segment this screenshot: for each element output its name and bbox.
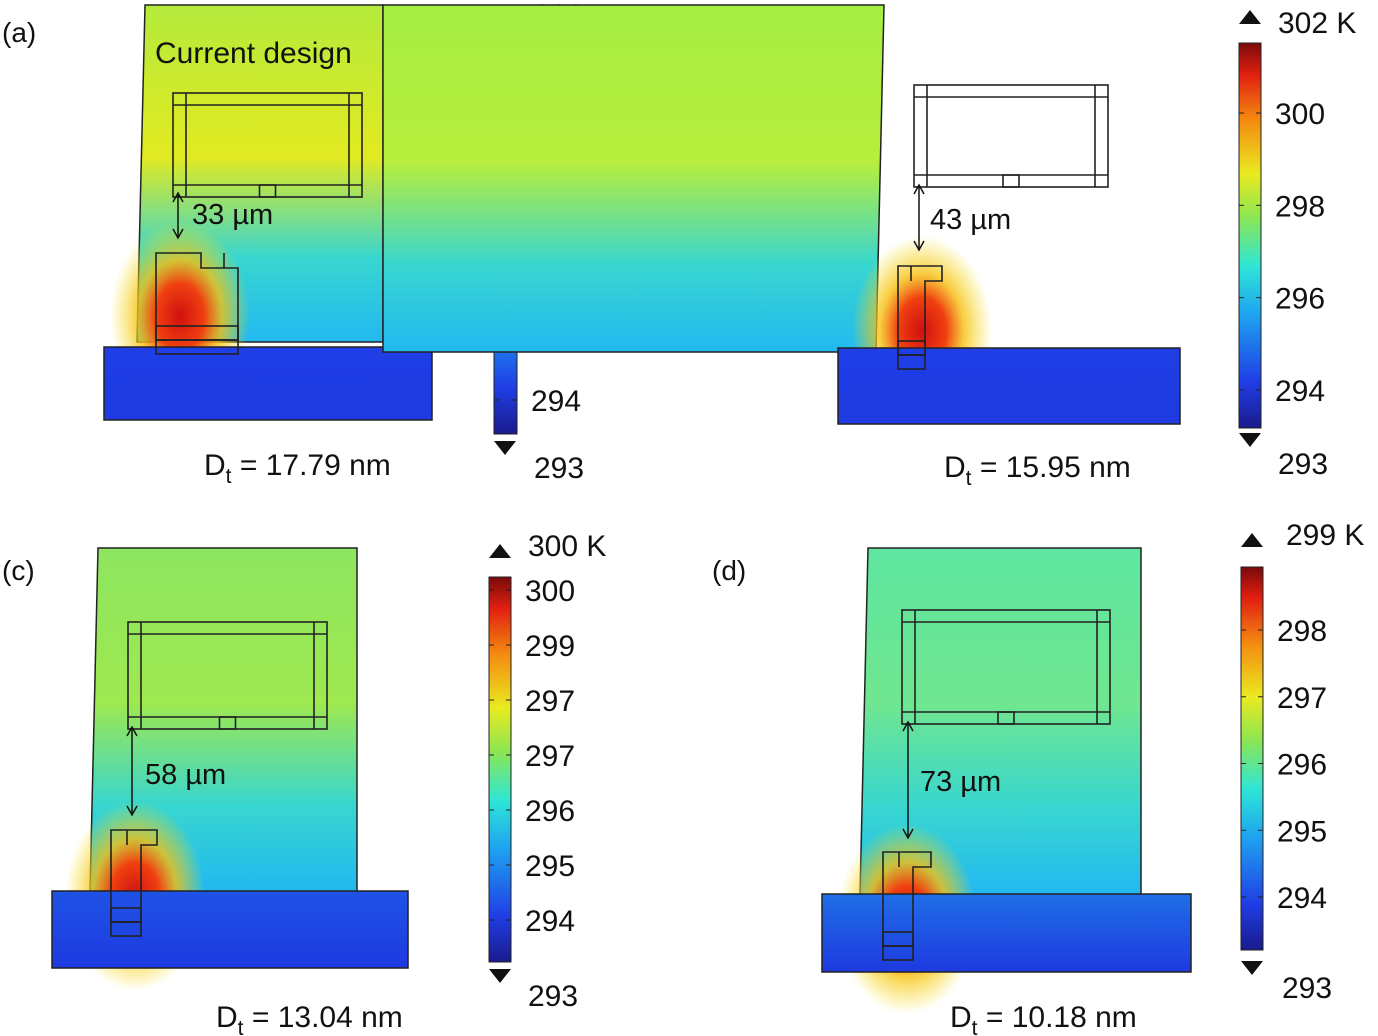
colorbar-max-label: 299 K bbox=[1286, 519, 1364, 552]
colorbar bbox=[1240, 566, 1264, 951]
colorbar-tick-label: 297 bbox=[525, 740, 575, 773]
colorbar-max-label: 302 K bbox=[1278, 7, 1356, 40]
panel-letter: (a) bbox=[2, 17, 36, 48]
colorbar-tick-label: 297 bbox=[1277, 682, 1327, 715]
colorbar-tick-label: 296 bbox=[1275, 283, 1325, 316]
dt-label: Dt = 10.18 nm bbox=[950, 1001, 1137, 1036]
colorbar bbox=[488, 576, 512, 963]
colorbar-tick-label: 295 bbox=[525, 850, 575, 883]
panel-c: (c) 58 µm Dt = 13.04 nm 300 K 293 300 299 297 29… bbox=[2, 530, 606, 1036]
colorbar-tick-label: 296 bbox=[1277, 749, 1327, 782]
design-annotation: Current design bbox=[155, 37, 352, 70]
distance-arrow bbox=[126, 725, 138, 817]
min-triangle-icon bbox=[494, 441, 516, 455]
max-triangle-icon bbox=[1241, 533, 1263, 547]
panel-letter: (c) bbox=[2, 555, 35, 586]
colorbar-tick-label: 298 bbox=[1275, 190, 1325, 223]
colorbar-tick-label: 299 bbox=[525, 630, 575, 663]
colorbar-tick-label: 300 bbox=[1275, 98, 1325, 131]
colorbar-tick-label: 294 bbox=[525, 905, 575, 938]
heater-outline bbox=[110, 829, 158, 937]
panel-d: (d) 73 µm Dt = 10.18 nm 299 K 293 298 297 296 29… bbox=[712, 519, 1364, 1036]
panel-letter: (d) bbox=[712, 555, 746, 586]
colorbar-min-label: 293 bbox=[1278, 448, 1328, 481]
distance-arrow bbox=[913, 183, 925, 252]
colorbar-min-label: 293 bbox=[534, 452, 584, 485]
distance-label: 58 µm bbox=[145, 759, 226, 791]
min-triangle-icon bbox=[1241, 961, 1263, 975]
colorbar-tick-label: 294 bbox=[1275, 375, 1325, 408]
min-triangle-icon bbox=[1239, 433, 1261, 447]
colorbar-tick-label: 294 bbox=[1277, 882, 1327, 915]
substrate-block bbox=[51, 890, 409, 969]
substrate-block bbox=[103, 346, 433, 421]
dt-label: Dt = 15.95 nm bbox=[944, 451, 1131, 490]
distance-label: 33 µm bbox=[192, 199, 273, 231]
colorbar-tick-label: 300 bbox=[525, 575, 575, 608]
sample-frame bbox=[913, 84, 1109, 188]
colorbar-tick-label: 294 bbox=[531, 385, 581, 418]
sample-frame bbox=[127, 621, 328, 730]
heater-outline bbox=[882, 851, 932, 961]
heater-outline bbox=[897, 265, 943, 370]
distance-label: 73 µm bbox=[920, 766, 1001, 798]
colorbar-min-label: 293 bbox=[528, 980, 578, 1013]
colorbar bbox=[1238, 42, 1262, 429]
distance-label: 43 µm bbox=[930, 204, 1011, 236]
substrate-block bbox=[837, 347, 1181, 425]
sample-frame bbox=[172, 92, 363, 198]
colorbar-tick-label: 296 bbox=[525, 795, 575, 828]
colorbar-tick-label: 298 bbox=[1277, 615, 1327, 648]
colorbar-max-label: 300 K bbox=[528, 530, 606, 563]
dt-label: Dt = 13.04 nm bbox=[216, 1001, 403, 1036]
heater-outline bbox=[155, 252, 239, 355]
distance-arrow bbox=[172, 191, 184, 240]
sample-frame bbox=[901, 609, 1111, 725]
substrate-block bbox=[821, 893, 1192, 973]
tower-region bbox=[382, 4, 885, 353]
max-triangle-icon bbox=[1239, 10, 1261, 24]
distance-arrow bbox=[902, 720, 914, 840]
max-triangle-icon bbox=[489, 544, 511, 558]
colorbar-tick-label: 295 bbox=[1277, 815, 1327, 848]
colorbar-min-label: 293 bbox=[1282, 972, 1332, 1005]
dt-label: Dt = 17.79 nm bbox=[204, 449, 391, 488]
min-triangle-icon bbox=[489, 969, 511, 983]
colorbar-tick-label: 297 bbox=[525, 685, 575, 718]
